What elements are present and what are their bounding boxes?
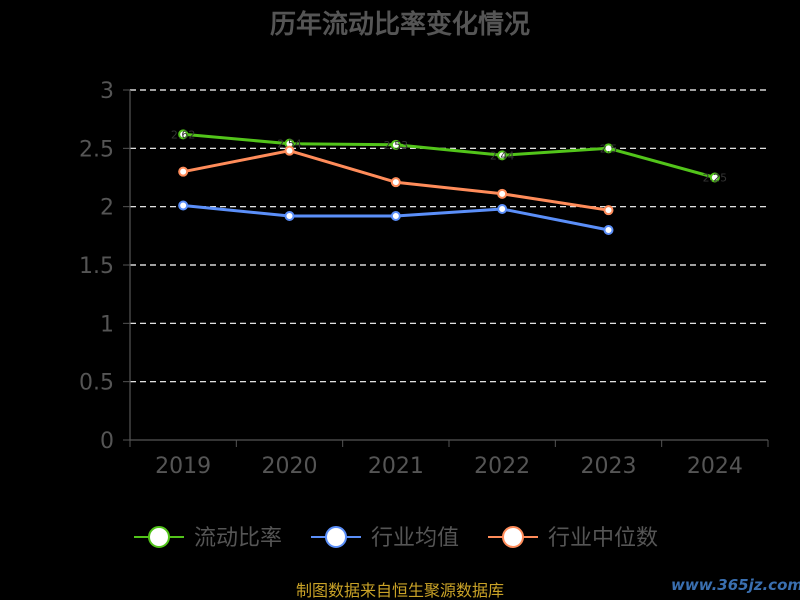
x-axis-ticks: 2019 2020 2021 2022 2023 2024: [129, 440, 769, 479]
chart-title: 历年流动比率变化情况: [270, 9, 530, 40]
data-point: [603, 143, 614, 154]
data-label: 2.25: [703, 172, 728, 185]
y-tick-label: 0.5: [79, 371, 114, 396]
legend-marker: [502, 526, 524, 548]
data-label: 2.53: [384, 139, 409, 152]
data-point: [284, 145, 295, 156]
data-point: [178, 129, 189, 140]
x-tick-label: 2024: [687, 454, 743, 479]
data-point: [497, 204, 508, 214]
data-source-note: 制图数据来自恒生聚源数据库: [296, 581, 504, 600]
legend-item[interactable]: 行业均值: [311, 526, 459, 551]
data-point: [603, 205, 614, 216]
x-tick-label: 2020: [262, 454, 318, 479]
x-tick-label: 2023: [581, 454, 637, 479]
data-point: [497, 150, 508, 161]
y-tick-label: 2: [100, 196, 114, 221]
series-2: [178, 200, 614, 235]
grid-lines: [130, 89, 768, 383]
legend-marker: [148, 526, 170, 548]
legend-label: 流动比率: [194, 526, 282, 551]
legend-label: 行业中位数: [548, 526, 658, 551]
data-point: [390, 139, 401, 150]
legend-label: 行业均值: [371, 526, 459, 551]
data-point: [284, 211, 295, 221]
data-point: [709, 172, 720, 183]
x-tick-label: 2021: [368, 454, 424, 479]
data-point: [390, 177, 401, 188]
data-point: [390, 211, 401, 221]
data-label: 2.62: [171, 128, 196, 141]
data-point: [178, 166, 189, 177]
data-label: 2.44: [490, 149, 515, 162]
series-3: [178, 145, 614, 216]
series-1: 2.62 2.54 2.53 2.44 2.5 2.25: [171, 128, 727, 184]
y-tick-label: 3: [100, 79, 114, 104]
data-point: [603, 225, 614, 235]
y-tick-label: 1.5: [79, 254, 114, 279]
data-point: [178, 200, 189, 211]
data-point: [497, 188, 508, 199]
legend-marker: [325, 526, 347, 548]
y-tick-label: 0: [100, 429, 114, 454]
y-tick-label: 2.5: [79, 137, 114, 162]
series-group: 2.62 2.54 2.53 2.44 2.5 2.25: [171, 128, 727, 235]
legend-item[interactable]: 流动比率: [134, 526, 282, 551]
legend-item[interactable]: 行业中位数: [488, 526, 658, 551]
x-tick-label: 2022: [474, 454, 530, 479]
legend: 流动比率 行业均值 行业中位数: [134, 526, 658, 551]
y-tick-label: 1: [100, 312, 114, 337]
series-line: [183, 132, 716, 179]
y-axis-ticks: 0 0.5 1 1.5 2 2.5 3: [79, 79, 130, 454]
x-tick-label: 2019: [155, 454, 211, 479]
watermark: www.365jz.com: [671, 576, 800, 594]
data-label: 2.5: [600, 142, 618, 155]
data-label: 2.54: [277, 138, 302, 151]
